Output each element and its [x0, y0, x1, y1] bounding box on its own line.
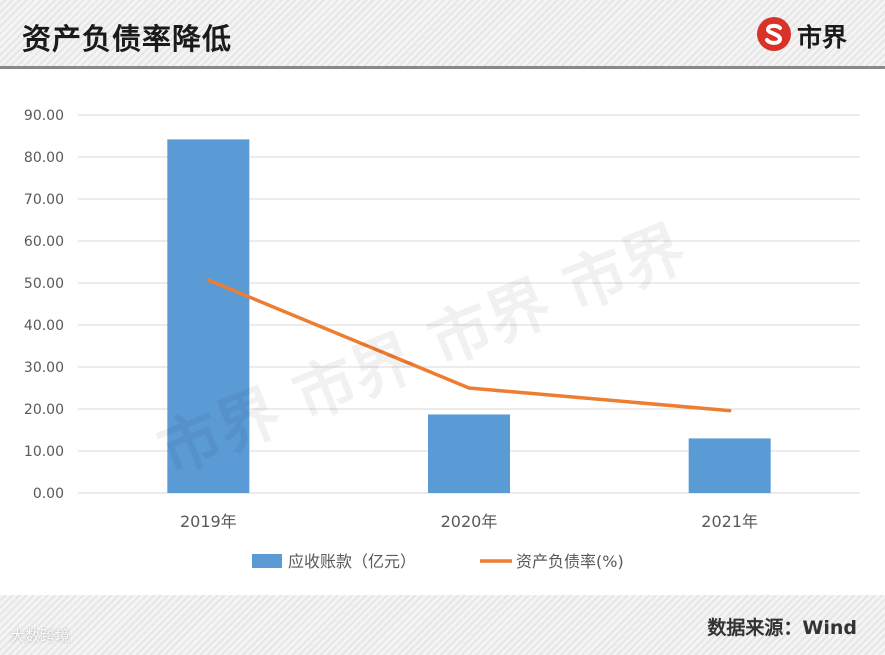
- y-tick-label: 40.00: [24, 318, 64, 334]
- y-tick-label: 70.00: [24, 192, 64, 208]
- chart-area: 0.00 10.00 20.00 30.00 40.00 50.00 60.00 70.00 8…: [0, 70, 885, 595]
- y-tick-label: 80.00: [24, 150, 64, 166]
- y-tick-label: 50.00: [24, 276, 64, 292]
- bar: [688, 438, 771, 493]
- chart-svg: 0.00 10.00 20.00 30.00 40.00 50.00 60.00 70.00 8…: [24, 108, 860, 571]
- x-tick-label: 2019年: [180, 512, 237, 531]
- y-tick-label: 30.00: [24, 360, 64, 376]
- y-tick-label: 20.00: [24, 402, 64, 418]
- bar: [428, 414, 510, 493]
- footer-watermark: 大数跨境: [10, 627, 71, 645]
- y-tick-label: 60.00: [24, 234, 64, 250]
- legend-label-line: 资产负债率(%): [516, 552, 624, 571]
- y-tick-label: 10.00: [24, 444, 64, 460]
- x-tick-label: 2020年: [441, 512, 498, 531]
- legend-label-bar: 应收账款（亿元）: [288, 552, 416, 571]
- bar: [167, 139, 250, 494]
- brand-logo-icon: [757, 17, 791, 51]
- legend-swatch-bar: [252, 554, 282, 568]
- x-tick-label: 2021年: [701, 512, 758, 531]
- y-tick-label: 0.00: [33, 486, 64, 502]
- header-bar: 资产负债率降低 市界: [0, 0, 885, 69]
- data-source-label: 数据来源：Wind: [707, 617, 857, 639]
- page-title: 资产负债率降低: [22, 22, 233, 56]
- footer-bar: 大数跨境 数据来源：Wind: [0, 595, 885, 655]
- header-divider: [0, 66, 885, 69]
- y-tick-label: 90.00: [24, 108, 64, 124]
- brand-name: 市界: [797, 23, 848, 52]
